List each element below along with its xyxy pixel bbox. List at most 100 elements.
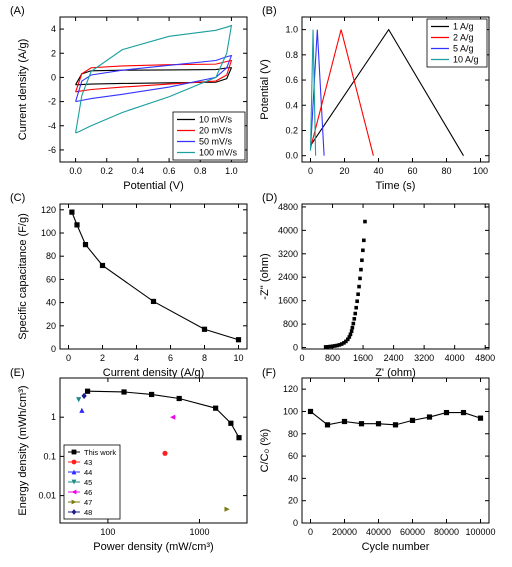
series-line-0 — [75, 67, 233, 86]
legend-marker — [71, 469, 77, 475]
plot-frame — [59, 377, 248, 524]
series-line-1 — [75, 59, 233, 93]
y-tick-label: 60 — [46, 274, 56, 284]
data-point — [358, 421, 365, 427]
x-tick-label: 60000 — [400, 527, 425, 537]
x-tick-label: 60 — [407, 166, 417, 176]
x-tick-label: 0 — [308, 166, 313, 176]
data-point — [201, 326, 208, 332]
legend-marker — [71, 489, 77, 495]
panel-label: (F) — [262, 367, 276, 379]
x-tick-label: 40 — [373, 166, 383, 176]
data-point — [477, 415, 484, 421]
x-tick-label: 0.8 — [194, 166, 207, 176]
x-tick-label: 10 — [233, 353, 243, 363]
panel-label: (A) — [10, 5, 25, 17]
data-point — [344, 339, 348, 344]
legend: 1 A/g2 A/g5 A/g10 A/g — [426, 18, 488, 68]
legend-label: 44 — [84, 468, 92, 477]
x-axis-title: Time (s) — [376, 180, 416, 192]
data-point — [358, 276, 362, 281]
data-point — [426, 414, 433, 420]
x-axis-title: Power density (mW/cm³) — [93, 541, 213, 553]
plot-frame — [301, 203, 490, 350]
x-tick-label: 0 — [299, 353, 304, 363]
legend-marker — [71, 509, 77, 515]
plot-frame — [59, 203, 248, 350]
data-point — [361, 248, 365, 253]
plot-data — [307, 408, 484, 428]
data-point — [235, 337, 242, 343]
x-tick-label: 1000 — [189, 527, 209, 537]
plot-frame — [301, 377, 490, 524]
y-tick-label: -2 — [48, 97, 56, 107]
y-tick-label: 120 — [41, 205, 56, 215]
data-point — [76, 397, 82, 403]
series-line-0 — [87, 390, 240, 438]
y-axis-title: Potential (V) — [259, 59, 271, 120]
data-point — [99, 262, 106, 269]
y-tick-label: 80 — [288, 429, 298, 439]
x-tick-label: 2 — [100, 353, 105, 363]
y-axis-title: Current density (A/g) — [17, 39, 29, 140]
data-point — [355, 299, 359, 304]
data-point — [224, 506, 230, 512]
y-tick-label: -4 — [48, 121, 56, 131]
panel-a: (A) 0.0 0.2 0.4 0.6 0.8 1.0 -6 -4 -2 0 2 4 Potential … — [10, 5, 248, 192]
x-tick-label: 4 — [134, 353, 139, 363]
data-point — [345, 337, 350, 342]
data-point — [341, 418, 348, 425]
series-line-3 — [75, 24, 233, 134]
data-point — [81, 392, 87, 399]
data-point — [339, 342, 344, 346]
x-tick-label: 100 — [473, 166, 488, 176]
y-tick-label: 100 — [283, 406, 298, 416]
data-point — [333, 344, 337, 348]
data-point — [375, 421, 382, 427]
legend-label: 45 — [84, 478, 92, 487]
y-tick-label: 0.6 — [285, 75, 298, 85]
y-tick-label: 4000 — [278, 225, 298, 235]
y-tick-label: 2400 — [278, 272, 298, 282]
panel-label: (E) — [10, 367, 25, 379]
legend-marker — [71, 479, 77, 485]
x-tick-label: 3200 — [414, 353, 434, 363]
plot-data — [323, 219, 367, 349]
x-axis-title: Cycle number — [362, 541, 430, 553]
x-tick-label: 0.0 — [69, 166, 82, 176]
panel-label: (B) — [262, 5, 277, 17]
plot-data — [309, 28, 464, 156]
x-tick-label: 4800 — [475, 353, 495, 363]
data-point — [213, 405, 219, 411]
data-point — [69, 209, 75, 215]
y-tick-label: 100 — [41, 228, 56, 238]
y-tick-label: 0.8 — [285, 50, 298, 60]
x-tick-label: 20 — [339, 166, 349, 176]
x-tick-label: 80000 — [434, 527, 459, 537]
data-point — [352, 317, 357, 321]
plot-frame — [301, 16, 490, 163]
y-tick-label: 120 — [283, 384, 298, 394]
data-point — [347, 335, 352, 339]
y-tick-label: 4800 — [278, 202, 298, 212]
legend-label: 1 A/g — [453, 22, 474, 32]
y-tick-label: -6 — [48, 145, 56, 155]
data-point — [362, 238, 366, 243]
y-tick-label: 0.2 — [285, 125, 298, 135]
x-tick-label: 100000 — [465, 527, 495, 537]
y-tick-label: 0 — [51, 344, 56, 354]
data-point — [236, 435, 242, 441]
y-tick-label: 0.4 — [285, 100, 298, 110]
plot-frame — [59, 16, 248, 163]
data-point — [149, 391, 155, 398]
x-tick-label: 8 — [202, 353, 207, 363]
data-point — [150, 298, 157, 305]
y-tick-label: 1.0 — [285, 25, 298, 35]
legend-label: This work — [84, 448, 116, 457]
y-tick-label: 0.01 — [38, 491, 56, 501]
x-tick-label: 4000 — [445, 353, 465, 363]
legend-label: 10 A/g — [453, 55, 479, 65]
